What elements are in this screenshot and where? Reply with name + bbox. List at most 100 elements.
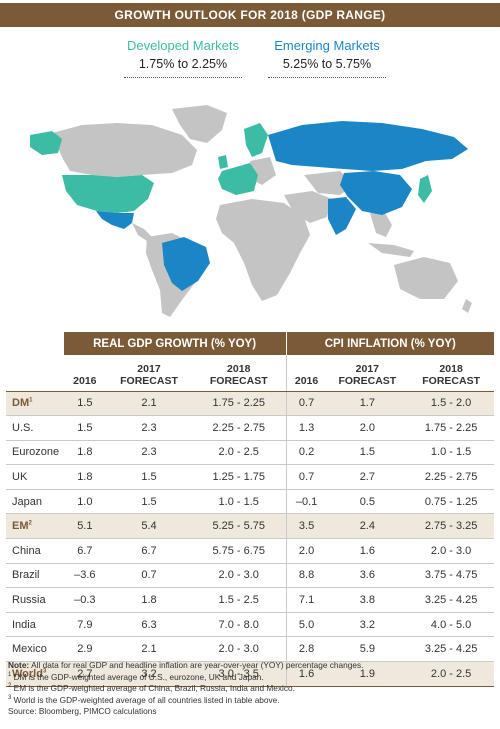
row-footnote-marker: 3 (42, 668, 47, 675)
table-cell: 3.8 (326, 587, 409, 613)
world-map (30, 105, 472, 317)
table-cell: 1.9 (326, 661, 409, 687)
uk-shape (218, 155, 228, 169)
table-cell: 3.25 - 4.25 (408, 636, 494, 663)
footnote-1: 1 DM is the GDP-weighted average of U.S.… (8, 671, 264, 682)
table-cell: 2.0 - 3.0 (191, 636, 287, 663)
table-cell: 2.25 - 2.75 (408, 464, 494, 490)
table-cell: 1.7 (326, 391, 409, 417)
mexico-shape (96, 211, 134, 229)
table-cell: 1.0 - 1.5 (191, 489, 287, 515)
row-label: UK (6, 464, 64, 490)
table-cell: 2.0 - 2.5 (408, 661, 494, 687)
emerging-markets-range: 5.25% to 5.75% (282, 57, 372, 71)
group-header-row: REAL GDP GROWTH (% YOY) CPI INFLATION (%… (6, 332, 494, 355)
outlook-table: REAL GDP GROWTH (% YOY) CPI INFLATION (%… (6, 332, 494, 687)
table-cell: 6.3 (106, 612, 192, 638)
table-cell: 4.0 - 5.0 (408, 612, 494, 638)
column-header: 2018 FORECAST (408, 355, 494, 392)
table-row: Japan 1.0 1.5 1.0 - 1.5 –0.1 0.5 0.75 - 1.25 (6, 489, 494, 515)
table-cell: 7.1 (285, 587, 327, 613)
row-label-text: Japan (12, 495, 42, 508)
table-cell: 1.5 (326, 440, 409, 466)
table-cell: 0.7 (285, 464, 327, 490)
table-cell: 3.2 (326, 612, 409, 638)
table-row: Russia –0.3 1.8 1.5 - 2.5 7.1 3.8 3.25 - 4.25 (6, 587, 494, 613)
table-cell: 5.1 (63, 513, 107, 540)
table-cell: 5.75 - 6.75 (191, 538, 287, 564)
other-countries (52, 105, 472, 317)
brazil-shape (162, 237, 210, 291)
developed-markets-range: 1.75% to 2.25% (138, 57, 228, 71)
table-cell: 0.75 - 1.25 (408, 489, 494, 515)
new-zealand-shape (462, 299, 472, 313)
row-label-text: India (12, 618, 36, 631)
column-header-blank (6, 355, 64, 392)
row-label-text: DM (12, 397, 30, 410)
table-cell: 2.75 - 3.25 (408, 513, 494, 540)
table-cell: 1.75 - 2.25 (191, 391, 287, 417)
dotted-divider (268, 77, 386, 78)
cpi-group-header: CPI INFLATION (% YOY) (285, 332, 494, 355)
table-row: China 6.7 6.7 5.75 - 6.75 2.0 1.6 2.0 - 3.0 (6, 538, 494, 564)
table-cell: 1.8 (63, 464, 107, 490)
table-cell: 1.6 (285, 661, 327, 687)
table-cell: –3.6 (63, 563, 107, 589)
table-cell: 5.25 - 5.75 (191, 513, 287, 540)
table-row: World3 2.7 3.2 3.0 - 3.5 1.6 1.9 2.0 - 2.5 (6, 661, 494, 687)
table-cell: 2.4 (326, 513, 409, 540)
row-label: Mexico (6, 636, 64, 663)
row-label-text: Mexico (12, 643, 47, 656)
footnotes: Note: All data for real GDP and headline… (8, 660, 496, 718)
table-cell: 6.7 (106, 538, 192, 564)
row-label: DM1 (6, 391, 64, 417)
table-cell: 1.25 - 1.75 (191, 464, 287, 490)
table-cell: 2.25 - 2.75 (191, 415, 287, 441)
row-footnote-marker: 2 (28, 520, 32, 527)
canada-shape (52, 123, 197, 177)
table-cell: 2.0 (326, 415, 409, 441)
table-cell: 1.0 (63, 489, 107, 515)
table-row: U.S. 1.5 2.3 2.25 - 2.75 1.3 2.0 1.75 - 2.25 (6, 415, 494, 441)
central-america-shape (132, 223, 152, 241)
developed-markets-label: Developed Markets (127, 38, 239, 53)
table-cell: 3.6 (326, 563, 409, 589)
table-cell: 2.7 (326, 464, 409, 490)
table-cell: 1.5 - 2.5 (191, 587, 287, 613)
table-cell: 1.5 (106, 464, 192, 490)
table-cell: 2.9 (63, 636, 107, 663)
column-header: 2017 FORECAST (106, 355, 192, 392)
title-banner: GROWTH OUTLOOK FOR 2018 (GDP RANGE) (0, 3, 500, 27)
table-cell: 0.7 (285, 391, 327, 417)
table-cell: 2.0 - 2.5 (191, 440, 287, 466)
table-cell: 2.1 (106, 391, 192, 417)
table-cell: 7.0 - 8.0 (191, 612, 287, 638)
row-label-text: World (12, 667, 43, 680)
eurozone-shape (218, 163, 258, 195)
column-header: 2018 FORECAST (191, 355, 287, 392)
table-cell: 7.9 (63, 612, 107, 638)
table-cell: 2.7 (63, 661, 107, 687)
russia-shape (268, 121, 468, 171)
indonesia-shape (368, 243, 414, 257)
middle-east-shape (284, 191, 332, 223)
australia-shape (394, 257, 458, 299)
table-cell: 0.7 (106, 563, 192, 589)
row-footnote-marker: 1 (29, 397, 33, 404)
dotted-divider (124, 77, 242, 78)
footnote-2: 2 EM is the GDP-weighted average of Chin… (8, 683, 295, 694)
table-cell: 2.0 - 3.0 (408, 538, 494, 564)
japan-shape (418, 175, 432, 203)
note-line: Note: All data for real GDP and headline… (8, 660, 496, 672)
table-row: DM1 1.5 2.1 1.75 - 2.25 0.7 1.7 1.5 - 2.0 (6, 391, 494, 417)
table-cell: 2.8 (285, 636, 327, 663)
table-cell: 0.5 (326, 489, 409, 515)
row-label-text: UK (12, 471, 28, 484)
row-label-text: Eurozone (12, 446, 60, 459)
table-cell: 0.2 (285, 440, 327, 466)
developed-markets-legend: Developed Markets 1.75% to 2.25% (118, 38, 248, 78)
emerging-markets-countries (96, 121, 468, 291)
table-cell: 2.0 (285, 538, 327, 564)
row-label: Brazil (6, 563, 64, 589)
table-cell: –0.1 (285, 489, 327, 515)
